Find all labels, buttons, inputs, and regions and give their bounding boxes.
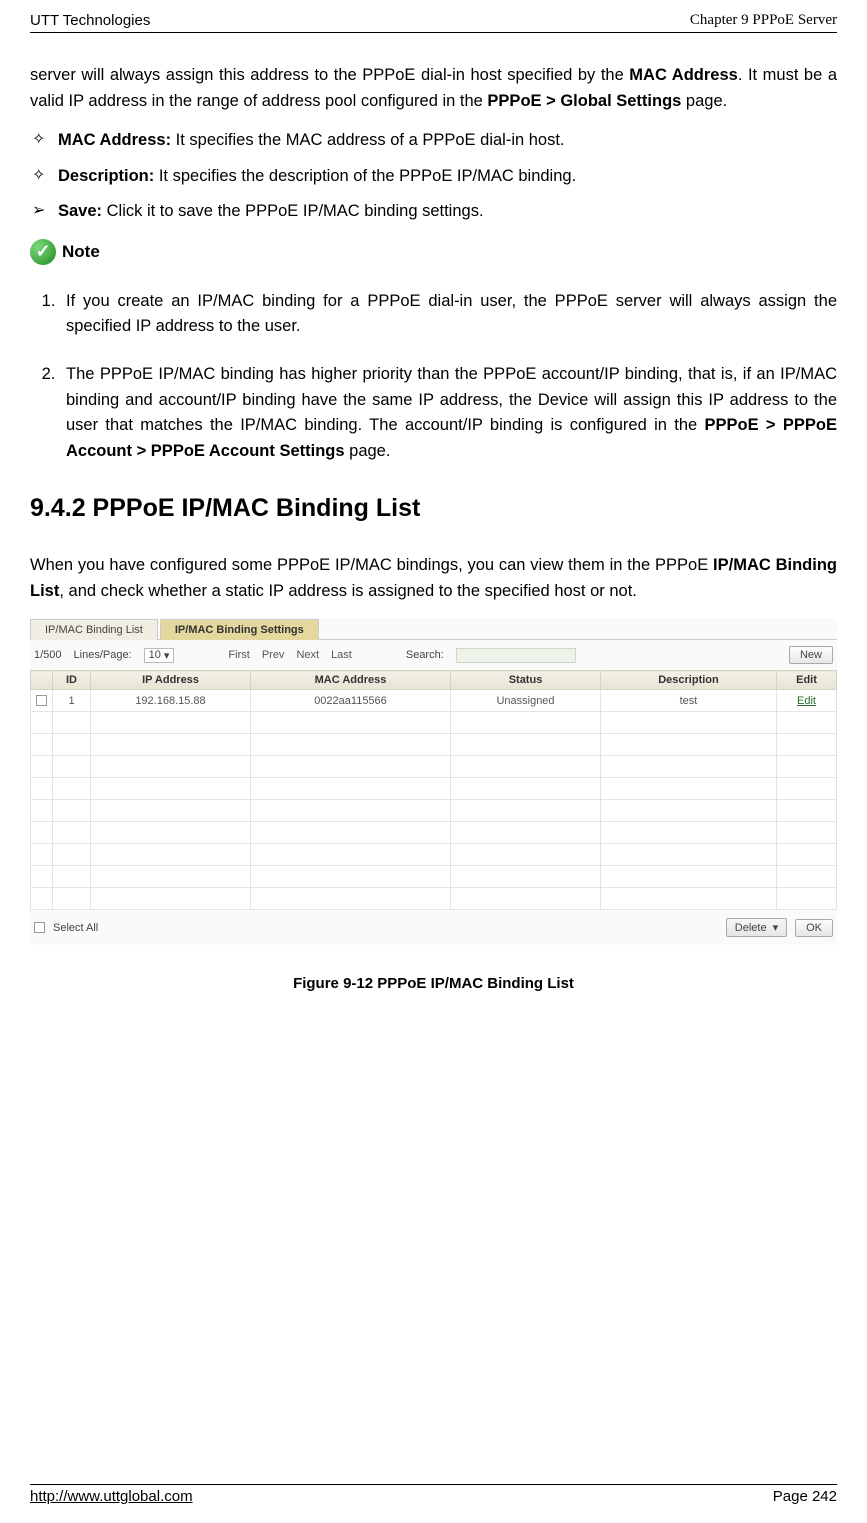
col-desc: Description	[601, 671, 777, 690]
first-link[interactable]: First	[228, 649, 249, 661]
col-mac: MAC Address	[251, 671, 451, 690]
cell-desc: test	[601, 690, 777, 712]
tab-binding-list[interactable]: IP/MAC Binding List	[30, 619, 158, 640]
table-row-empty	[31, 734, 837, 756]
table-row-empty	[31, 888, 837, 910]
table-footer: Select All Delete ▾ OK	[30, 910, 837, 945]
table-row-empty	[31, 800, 837, 822]
col-edit: Edit	[777, 671, 837, 690]
figure-screenshot: IP/MAC Binding List IP/MAC Binding Setti…	[30, 618, 837, 945]
edit-link[interactable]: Edit	[797, 695, 816, 707]
note-item-2: The PPPoE IP/MAC binding has higher prio…	[60, 362, 837, 464]
note-label: Note	[62, 242, 100, 262]
new-button[interactable]: New	[789, 646, 833, 664]
ok-button[interactable]: OK	[795, 919, 833, 937]
text: When you have configured some PPPoE IP/M…	[30, 556, 713, 574]
lines-per-page-select[interactable]: 10▾	[144, 648, 175, 663]
table-row-empty	[31, 866, 837, 888]
chevron-down-icon: ▾	[773, 921, 779, 934]
header-right: Chapter 9 PPPoE Server	[690, 12, 837, 29]
select-all-checkbox[interactable]	[34, 922, 45, 933]
select-all-label: Select All	[53, 922, 98, 934]
last-link[interactable]: Last	[331, 649, 352, 661]
table-row: 1 192.168.15.88 0022aa115566 Unassigned …	[31, 690, 837, 712]
col-checkbox	[31, 671, 53, 690]
paragraph-continuation: server will always assign this address t…	[30, 63, 837, 114]
lines-per-page-label: Lines/Page:	[74, 649, 132, 661]
figure-caption: Figure 9-12 PPPoE IP/MAC Binding List	[30, 975, 837, 992]
text: , and check whether a static IP address …	[59, 582, 637, 600]
def-label: MAC Address:	[58, 131, 171, 149]
footer-url: http://www.uttglobal.com	[30, 1488, 193, 1505]
def-label: Description:	[58, 167, 154, 185]
search-input[interactable]	[456, 648, 576, 663]
toolbar: 1/500 Lines/Page: 10▾ First Prev Next La…	[30, 640, 837, 670]
search-label: Search:	[406, 649, 444, 661]
text-bold: MAC Address	[629, 66, 738, 84]
definition-description: Description: It specifies the descriptio…	[58, 164, 837, 190]
table-row-empty	[31, 822, 837, 844]
definition-save: Save: Click it to save the PPPoE IP/MAC …	[58, 199, 837, 225]
note-item-1: If you create an IP/MAC binding for a PP…	[60, 289, 837, 340]
prev-link[interactable]: Prev	[262, 649, 285, 661]
table-row-empty	[31, 756, 837, 778]
tab-bar: IP/MAC Binding List IP/MAC Binding Setti…	[30, 618, 837, 640]
def-label: Save:	[58, 202, 102, 220]
section-heading: 9.4.2 PPPoE IP/MAC Binding List	[30, 494, 837, 523]
tab-binding-settings[interactable]: IP/MAC Binding Settings	[160, 619, 319, 640]
delete-button[interactable]: Delete ▾	[726, 918, 787, 937]
select-value: 10	[149, 649, 161, 661]
binding-table: ID IP Address MAC Address Status Descrip…	[30, 670, 837, 910]
note-header: Note	[30, 239, 837, 265]
next-link[interactable]: Next	[296, 649, 319, 661]
text: page.	[681, 92, 727, 110]
text: server will always assign this address t…	[30, 66, 629, 84]
table-row-empty	[31, 712, 837, 734]
page-count: 1/500	[34, 649, 62, 661]
cell-id: 1	[53, 690, 91, 712]
check-icon	[30, 239, 56, 265]
section-intro: When you have configured some PPPoE IP/M…	[30, 553, 837, 604]
footer-page: Page 242	[773, 1488, 837, 1505]
col-status: Status	[451, 671, 601, 690]
header-left: UTT Technologies	[30, 12, 150, 29]
chevron-down-icon: ▾	[164, 649, 170, 662]
table-row-empty	[31, 778, 837, 800]
text: page.	[345, 442, 391, 460]
def-text: It specifies the MAC address of a PPPoE …	[171, 131, 564, 149]
col-id: ID	[53, 671, 91, 690]
def-text: Click it to save the PPPoE IP/MAC bindin…	[102, 202, 484, 220]
delete-label: Delete	[735, 922, 767, 934]
col-ip: IP Address	[91, 671, 251, 690]
def-text: It specifies the description of the PPPo…	[154, 167, 576, 185]
row-checkbox[interactable]	[36, 695, 47, 706]
note-list: If you create an IP/MAC binding for a PP…	[30, 289, 837, 464]
cell-status: Unassigned	[451, 690, 601, 712]
cell-ip: 192.168.15.88	[91, 690, 251, 712]
table-row-empty	[31, 844, 837, 866]
definition-mac: MAC Address: It specifies the MAC addres…	[58, 128, 837, 154]
text-bold: PPPoE > Global Settings	[487, 92, 681, 110]
cell-mac: 0022aa115566	[251, 690, 451, 712]
